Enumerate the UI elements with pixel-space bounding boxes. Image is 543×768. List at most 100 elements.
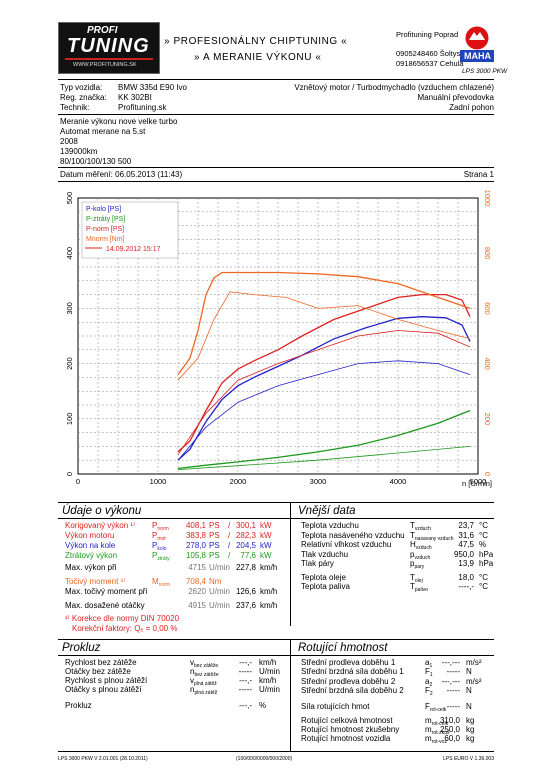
max-rpm-label: Max. dosažené otáčky: [65, 601, 145, 610]
vnejsi-row-label: Tlak páry: [301, 559, 334, 568]
max-moment-speed-unit: km/h: [260, 587, 278, 596]
contact-phone2: 0918656537 Cehula: [396, 59, 464, 68]
vnejsi-row-symbol: pvzduch: [410, 550, 430, 561]
legend-item: 14.09.2012 15:17: [106, 246, 161, 253]
header: PROFI TUNING WWW.PROFITUNING.SK » PROFES…: [58, 22, 507, 78]
symbol-sub: plná zátěž: [194, 690, 218, 696]
y-right-tick-label: 800: [483, 247, 492, 260]
footer-left: LPS 3000 PKW V 2.01.001 (28.10.2011): [58, 756, 148, 762]
y-left-tick-label: 400: [65, 247, 74, 260]
vnejsi-row-unit: °C: [479, 572, 488, 582]
rotujici-row-value: -----: [446, 667, 460, 677]
divider: [58, 751, 494, 752]
symbol: F: [425, 667, 430, 677]
symbol-sub: olej: [414, 577, 423, 584]
symbol-sub: 2: [429, 681, 433, 688]
engine-info: Vznětový motor / Turbodmychadlo (vzduche…: [294, 83, 494, 92]
section-separator: [290, 639, 291, 751]
prokluz-row-unit: km/h: [259, 658, 277, 667]
reg-value: KK 302BI: [118, 93, 152, 102]
x-tick-label: 5000: [470, 477, 487, 486]
prokluz-row-symbol: nbez zátěže: [190, 667, 219, 678]
symbol-sub: norm: [157, 526, 169, 532]
rotujici-row-value: -----: [446, 702, 460, 712]
rotujici-row-unit: kg: [466, 715, 475, 725]
x-tick-label: 0: [76, 477, 80, 486]
vnejsi-row-value: ----,-: [458, 582, 474, 591]
symbol: P: [152, 551, 158, 560]
rotujici-row-label: Síla rotujících hmot: [301, 702, 370, 712]
prokluz-row-label: Prokluz: [65, 701, 92, 710]
symbol: v: [190, 658, 194, 667]
max-power-rpm-unit: U/min: [209, 563, 230, 572]
symbol-sub: vzduch: [414, 526, 431, 532]
y-right-tick-label: 0: [483, 472, 492, 476]
y-left-tick-label: 0: [65, 472, 74, 476]
maha-logo: MAHA: [460, 24, 494, 68]
symbol: T: [410, 582, 415, 591]
vykon-row-kw-unit: kW: [260, 551, 272, 560]
rotujici-row-unit: m/s²: [466, 658, 482, 667]
symbol-sub: bez zátěže: [194, 672, 219, 678]
max-power-label: Max. výkon při: [65, 563, 117, 572]
symbol-sub: mot: [157, 536, 166, 542]
prokluz-row-value: ---,-: [239, 658, 252, 667]
y-right-tick-label: 400: [483, 357, 492, 370]
vnejsi-row-label: Teplota oleje: [301, 572, 346, 582]
divider: [58, 518, 494, 519]
prokluz-row-symbol: vbez zátěže: [190, 658, 218, 669]
legend-box: [81, 201, 179, 259]
rotujici-row-symbol: a2: [425, 677, 432, 688]
y-left-tick-label: 200: [65, 357, 74, 370]
vnejsi-row-label: Tlak vzduchu: [301, 549, 349, 559]
prokluz-title: Prokluz: [62, 642, 101, 654]
contact-name: Profituning Poprad: [396, 30, 459, 39]
symbol: n: [190, 685, 195, 694]
max-power-row: Max. výkon při: [65, 563, 117, 572]
symbol: a: [425, 658, 430, 667]
symbol-sub: ztráty: [157, 556, 170, 562]
vnejsi-row-symbol: Tnasavany vzduch: [410, 531, 454, 542]
rotujici-row-unit: kg: [466, 724, 475, 734]
symbol: T: [410, 530, 415, 540]
symbol-sub: 1: [429, 672, 433, 679]
vykon-row-kw: 300,1: [235, 521, 256, 530]
vykon-row-ps: 105,8: [185, 551, 206, 560]
vykon-row-label: Ztrátový výkon: [65, 551, 118, 560]
logo-url-text: WWW.PROFITUNING.SK: [73, 62, 137, 68]
vykon-row-kw: 282,3: [235, 531, 256, 540]
y-left-tick-label: 300: [65, 302, 74, 315]
max-power-speed: 227,8: [235, 563, 256, 572]
prokluz-row-label: Otáčky s plnou zátěží: [65, 685, 142, 694]
symbol: P: [152, 531, 158, 540]
symbol: T: [410, 521, 415, 530]
symbol: p: [410, 549, 415, 559]
symbol: m: [425, 724, 432, 734]
rotujici-row-symbol: mrot-zkuš: [425, 725, 449, 736]
symbol-sub: 1: [429, 663, 433, 669]
vykon-row-ps: 383,8: [185, 531, 206, 540]
rotujici-row-value: 310,0: [439, 715, 460, 725]
legend-item: P-ztráty [PS]: [86, 216, 125, 223]
moment-unit: Nm: [209, 577, 222, 586]
prokluz-row-unit: km/h: [259, 676, 277, 685]
vnejsi-row-symbol: Tvzduch: [410, 521, 431, 532]
vykon-row-kw-unit: kW: [260, 541, 272, 550]
max-power-speed-unit: km/h: [260, 563, 278, 572]
rotujici-row-label: Střední brzdná síla doběhu 1: [301, 667, 404, 677]
y-right-tick-label: 600: [483, 302, 492, 315]
rotujici-row-label: Rotující hmotnost zkušebny: [301, 724, 400, 734]
series-line: [177, 330, 471, 455]
vykon-row-ps: 408,1: [185, 521, 206, 530]
vnejsi-row-unit: %: [479, 540, 487, 549]
max-moment-speed: 126,6: [235, 587, 256, 596]
rotujici-row-label: Střední brzdná síla doběhu 2: [301, 685, 404, 695]
prokluz-row-value: -----: [238, 667, 252, 676]
series-line: [177, 271, 471, 375]
series-line: [177, 360, 471, 461]
max-rpm-speed-unit: km/h: [260, 601, 278, 610]
max-moment-label: Max. točivý moment při: [65, 587, 148, 596]
moment-sym: M: [152, 577, 159, 586]
series-line: [177, 409, 471, 470]
max-power-rpm: 4715: [188, 563, 206, 572]
